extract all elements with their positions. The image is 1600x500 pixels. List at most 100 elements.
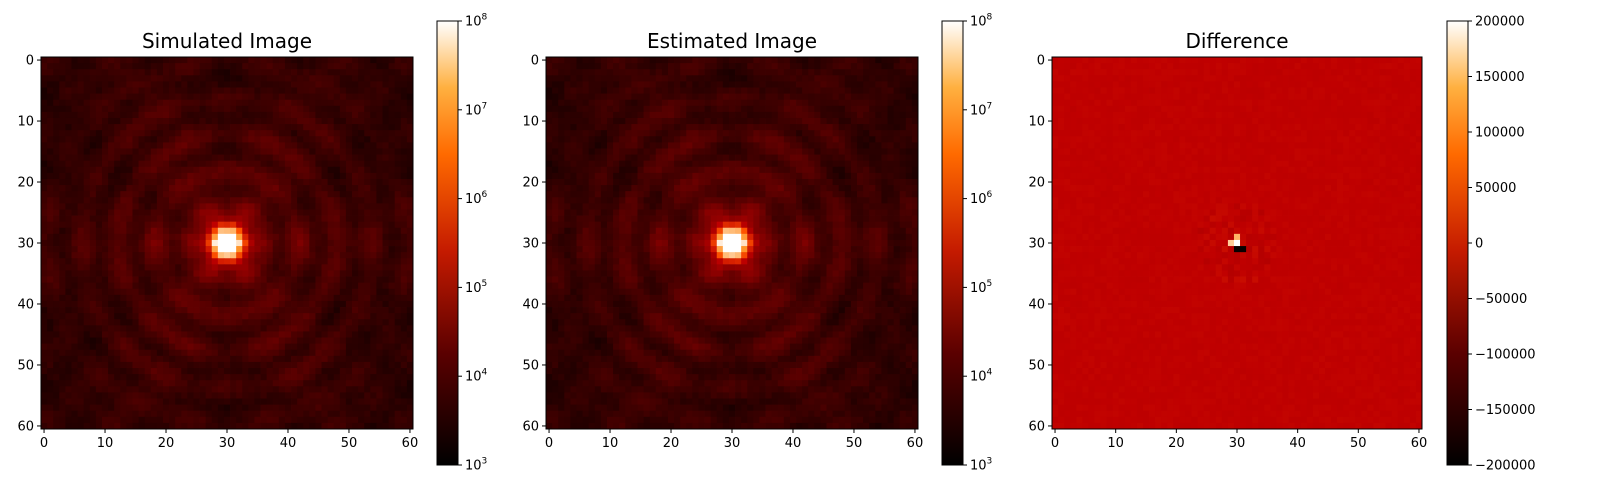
heatmap-cell [741, 172, 748, 180]
heatmap-cell [144, 374, 152, 381]
heatmap-cell [333, 392, 341, 399]
heatmap-cell [266, 172, 274, 180]
heatmap-cell [370, 136, 377, 143]
heatmap-cell [77, 209, 85, 216]
heatmap-cell [753, 148, 760, 155]
heatmap-cell [388, 105, 396, 113]
heatmap-cell [796, 63, 803, 70]
heatmap-cell [169, 57, 176, 64]
heatmap-cell [394, 81, 402, 88]
heatmap-cell [242, 252, 249, 259]
heatmap-cell [358, 246, 365, 253]
heatmap-cell [230, 124, 237, 131]
heatmap-cell [254, 313, 261, 320]
heatmap-cell [759, 124, 766, 131]
heatmap-cell [875, 63, 882, 70]
heatmap-cell [230, 246, 237, 253]
heatmap-cell [108, 355, 115, 363]
heatmap-cell [400, 239, 408, 247]
heatmap-cell [728, 160, 736, 168]
heatmap-cell [138, 294, 146, 302]
heatmap-cell [211, 215, 219, 223]
heatmap-cell [181, 392, 188, 399]
heatmap-cell [869, 87, 876, 94]
heatmap-cell [352, 63, 359, 70]
heatmap-cell [382, 87, 390, 94]
heatmap-cell [680, 160, 687, 168]
heatmap-cell [95, 422, 103, 430]
heatmap-cell [181, 294, 188, 302]
heatmap-cell [193, 294, 200, 302]
heatmap-cell [193, 349, 200, 357]
heatmap-cell [108, 386, 115, 393]
heatmap-cell [236, 361, 243, 369]
heatmap-cell [132, 99, 139, 107]
heatmap-cell [53, 264, 60, 271]
heatmap-cell [905, 63, 913, 70]
heatmap-cell [211, 239, 219, 247]
heatmap-cell [771, 172, 779, 180]
heatmap-cell [704, 130, 712, 137]
heatmap-cell [193, 111, 200, 119]
heatmap-cell [101, 361, 109, 369]
heatmap-cell [339, 172, 347, 180]
heatmap-cell [698, 105, 705, 113]
heatmap-cell [552, 160, 559, 168]
heatmap-cell [205, 410, 213, 418]
heatmap-cell [175, 392, 182, 399]
heatmap-cell [47, 69, 54, 76]
heatmap-cell [613, 160, 620, 168]
heatmap-cell [327, 300, 335, 308]
heatmap-cell [863, 166, 870, 174]
heatmap-cell [291, 307, 298, 314]
heatmap-cell [576, 63, 583, 70]
heatmap-cell [77, 124, 85, 131]
heatmap-cell [230, 239, 237, 247]
heatmap-cell [796, 75, 803, 82]
heatmap-cell [193, 105, 200, 113]
heatmap-cell [150, 307, 158, 314]
heatmap-cell [863, 136, 870, 143]
heatmap-cell [260, 270, 268, 277]
heatmap-cell [260, 307, 268, 314]
heatmap-cell [175, 404, 182, 412]
heatmap-cell [95, 148, 103, 155]
heatmap-cell [266, 63, 274, 70]
heatmap-cell [83, 178, 91, 186]
heatmap-cell [65, 142, 72, 149]
heatmap-cell [211, 264, 219, 271]
heatmap-cell [89, 142, 97, 149]
heatmap-cell [47, 154, 54, 162]
heatmap-cell [236, 185, 243, 192]
heatmap-cell [187, 282, 194, 290]
heatmap-cell [248, 416, 255, 424]
heatmap-cell [820, 117, 827, 125]
heatmap-cell [686, 69, 693, 76]
heatmap-cell [59, 392, 66, 399]
heatmap-cell [181, 368, 188, 375]
heatmap-cell [352, 191, 359, 198]
heatmap-cell [625, 142, 632, 149]
heatmap-cell [406, 294, 414, 302]
heatmap-cell [156, 148, 164, 155]
heatmap-cell [181, 276, 188, 284]
heatmap-cell [284, 69, 292, 76]
heatmap-cell [193, 185, 200, 192]
heatmap-cell [716, 142, 724, 149]
heatmap-cell [217, 410, 225, 418]
heatmap-cell [844, 57, 852, 64]
heatmap-cell [108, 325, 115, 332]
heatmap-cell [53, 276, 60, 284]
heatmap-cell [303, 99, 310, 107]
heatmap-cell [716, 63, 724, 70]
heatmap-cell [716, 172, 724, 180]
heatmap-cell [223, 209, 231, 216]
heatmap-cell [814, 105, 821, 113]
heatmap-cell [394, 349, 402, 357]
heatmap-cell [315, 404, 322, 412]
heatmap-cell [680, 57, 687, 64]
heatmap-cell [661, 99, 669, 107]
heatmap-cell [291, 343, 298, 351]
heatmap-cell [230, 300, 237, 308]
heatmap-cell [254, 282, 261, 290]
